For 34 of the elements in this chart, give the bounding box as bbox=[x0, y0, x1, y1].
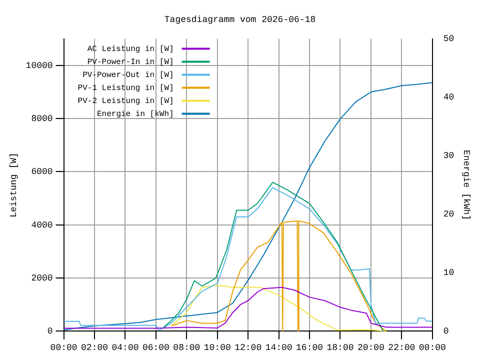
x-tick-label: 16:00 bbox=[296, 342, 324, 353]
y-axis-title: Leistung [W] bbox=[8, 152, 19, 218]
y2-tick-label: 50 bbox=[443, 34, 454, 44]
x-tick-label: 08:00 bbox=[173, 342, 200, 353]
y-tick-label: 10000 bbox=[26, 60, 53, 71]
y-tick-label: 0 bbox=[47, 326, 53, 337]
x-tick-label: 22:00 bbox=[388, 342, 416, 353]
x-tick-label: 04:00 bbox=[112, 342, 139, 353]
legend-label: PV-2 Leistung in [W] bbox=[78, 96, 174, 106]
x-tick-label: 14:00 bbox=[265, 342, 292, 353]
x-tick-label: 12:00 bbox=[234, 342, 262, 353]
x-tick-label: 02:00 bbox=[81, 342, 108, 353]
x-tick-label: 10:00 bbox=[204, 342, 231, 353]
legend-label: AC Leistung in [W] bbox=[87, 44, 174, 54]
y2-tick-label: 0 bbox=[443, 326, 449, 337]
legend-label: PV-Power-Out in [W] bbox=[82, 70, 174, 80]
x-tick-label: 00:00 bbox=[50, 342, 78, 353]
legend-label: Energie in [kWh] bbox=[96, 110, 174, 119]
y-tick-label: 8000 bbox=[31, 114, 53, 124]
y2-axis-title: Energie [kWh] bbox=[461, 150, 472, 220]
y2-tick-label: 10 bbox=[443, 268, 454, 278]
x-tick-label: 20:00 bbox=[357, 342, 384, 353]
y-tick-label: 4000 bbox=[31, 220, 53, 230]
x-tick-label: 00:00 bbox=[418, 342, 446, 353]
y-tick-label: 6000 bbox=[31, 167, 53, 178]
legend-label: PV-1 Leistung in [W] bbox=[78, 84, 174, 93]
x-tick-label: 06:00 bbox=[142, 342, 170, 353]
chart-title: Tagesdiagramm vom 2026-06-18 bbox=[164, 14, 316, 25]
y-tick-label: 2000 bbox=[31, 273, 53, 284]
y2-tick-label: 20 bbox=[443, 210, 454, 220]
y2-tick-label: 40 bbox=[443, 92, 454, 103]
y2-tick-label: 30 bbox=[443, 151, 454, 162]
legend-label: PV-Power-In in [W] bbox=[87, 58, 174, 67]
x-tick-label: 18:00 bbox=[326, 342, 354, 353]
